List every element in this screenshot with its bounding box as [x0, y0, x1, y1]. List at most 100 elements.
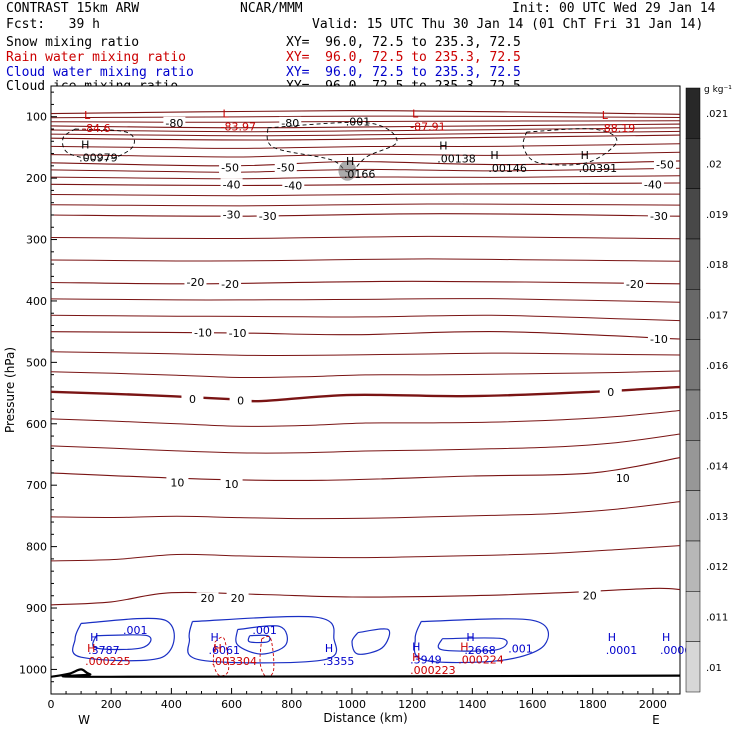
x-tick-label: 1400: [458, 698, 486, 711]
minor-isotherm: [50, 545, 681, 562]
colorbar-segment: [685, 339, 701, 391]
extremum-marker: H: [460, 641, 468, 654]
minor-isotherm: [50, 501, 681, 520]
field-name-rain: Rain water mixing ratio: [6, 50, 187, 65]
extremum-value: .0001: [606, 644, 638, 657]
extremum-value: -88.19: [600, 122, 635, 135]
field-name-snow: Snow mixing ratio: [6, 35, 140, 50]
field-xy-snow: XY= 96.0, 72.5 to 235.3, 72.5: [286, 35, 521, 50]
extremum-value: .003304: [212, 655, 257, 668]
colorbar-segment: [685, 490, 701, 542]
isotherm-label-bg: [220, 178, 243, 191]
cloud-water-contour: [437, 637, 508, 652]
isotherm-label: 0: [237, 394, 244, 407]
minor-isotherm: [50, 410, 681, 427]
forecast-hour: Fcst: 39 h: [6, 17, 100, 32]
cloud-water-contour: [187, 615, 338, 664]
minor-isotherm: [50, 298, 681, 303]
isotherm-label: -50: [656, 159, 674, 172]
isotherm-label: 10: [616, 472, 630, 485]
cloud-water-contour: [235, 625, 288, 655]
cloud-ice-contour: [266, 121, 398, 173]
colorbar-tick-label: .019: [706, 210, 728, 221]
extremum-marker: H: [81, 138, 89, 151]
minor-isotherm: [50, 351, 681, 356]
colorbar-segment: [685, 591, 701, 642]
extremum-value: -84.6: [82, 122, 110, 135]
y-tick-label: 900: [26, 602, 47, 615]
isotherm-label-bg: [163, 116, 186, 129]
colorbar-segment: [685, 540, 701, 592]
y-tick-label: 100: [26, 111, 47, 124]
y-tick-label: 600: [26, 418, 47, 431]
isotherm-label-bg: [219, 161, 242, 174]
minor-isotherm: [50, 433, 681, 454]
x-tick-label: 200: [101, 698, 122, 711]
cloud-water-contour: [72, 617, 175, 662]
contour-value-label: .001: [252, 624, 277, 637]
rain-water-contour: [259, 636, 275, 678]
east-label: E: [652, 713, 660, 727]
extremum-value: .00979: [79, 151, 118, 164]
isotherm-label-bg: [220, 208, 243, 221]
minor-isotherm: [50, 130, 681, 137]
colorbar-segment: [685, 389, 701, 441]
minor-isotherm: [50, 193, 680, 197]
extremum-value: .0006: [660, 644, 692, 657]
organization: NCAR/MMM: [240, 1, 303, 16]
isotherm-label: 0: [189, 393, 196, 406]
terrain-line: [50, 668, 681, 678]
y-tick-label: 1000: [19, 663, 47, 676]
y-tick-label: 300: [26, 234, 47, 247]
isotherm-label-bg: [226, 592, 249, 605]
extremum-marker: H: [581, 149, 589, 162]
cloud-water-contour: [413, 618, 549, 664]
extremum-marker: L: [84, 109, 91, 122]
extremum-marker: H: [325, 642, 333, 655]
field-name-cloud-water: Cloud water mixing ratio: [6, 65, 194, 80]
isotherm-label-bg: [196, 592, 219, 605]
minor-isotherm: [50, 314, 681, 322]
extremum-value: .3355: [323, 655, 355, 668]
minor-isotherm: [50, 151, 681, 158]
extremum-value: .3949: [410, 654, 442, 667]
colorbar-tick-label: .02: [706, 160, 722, 171]
isotherm-label: -50: [277, 162, 295, 175]
isotherm-label-bg: [599, 385, 622, 398]
y-tick-label: 500: [26, 356, 47, 369]
colorbar-segment: [685, 289, 701, 340]
colorbar-tick-label: .018: [706, 260, 728, 271]
isotherm-label: 10: [225, 478, 239, 491]
isotherm-line: [50, 134, 681, 141]
isotherm-label-bg: [623, 277, 646, 290]
minor-isotherm: [50, 120, 681, 123]
isotherm-label: 20: [200, 592, 214, 605]
isotherm-line: [50, 280, 681, 285]
snow-shading: [338, 160, 357, 181]
extremum-value: .00146: [488, 162, 526, 175]
extremum-marker: H: [87, 642, 95, 655]
colorbar-tick-label: .017: [706, 311, 728, 322]
minor-isotherm: [50, 203, 681, 207]
extremum-marker: L: [602, 109, 609, 122]
extremum-value: -87.91: [410, 121, 445, 134]
extremum-marker: L: [412, 108, 419, 121]
isotherm-line: [50, 110, 681, 115]
isotherm-label-bg: [226, 326, 249, 339]
colorbar-segment: [685, 87, 701, 139]
extremum-value: .00138: [437, 153, 476, 166]
cloud-ice-contour: [62, 128, 135, 161]
isotherm-line: [50, 331, 681, 340]
isotherm-label-bg: [641, 178, 664, 191]
extremum-marker: H: [662, 631, 670, 644]
colorbar-tick-label: .014: [706, 462, 728, 473]
field-xy-cloud-water: XY= 96.0, 72.5 to 235.3, 72.5: [286, 65, 521, 80]
minor-isotherm: [50, 370, 681, 379]
colorbar-tick-label: .021: [706, 109, 728, 120]
isotherm-label-bg: [647, 210, 670, 223]
extremum-value: .3787: [88, 644, 120, 657]
extremum-value: .00391: [579, 162, 618, 175]
y-tick-label: 700: [26, 479, 47, 492]
isotherm-label: -20: [626, 278, 644, 291]
